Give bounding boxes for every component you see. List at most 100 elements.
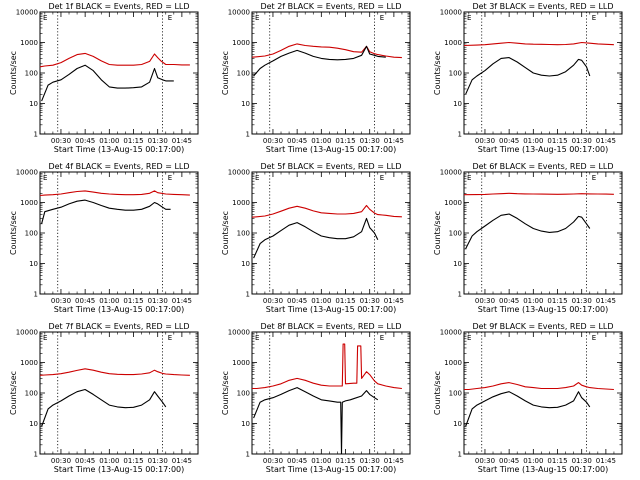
events-series-line <box>465 391 591 427</box>
lld-series-line <box>463 41 614 47</box>
y-tick-label: 100 <box>25 230 38 238</box>
y-tick-label: 10000 <box>440 329 462 337</box>
lld-series-line <box>39 190 190 197</box>
x-axis-label: Start Time (13-Aug-15 00:17:00) <box>478 465 609 474</box>
x-tick-label: 01:45 <box>596 297 616 305</box>
plot-frame <box>251 331 411 455</box>
y-tick-label: 10000 <box>228 169 250 177</box>
y-tick-label: 10000 <box>440 169 462 177</box>
x-tick-label: 00:30 <box>475 457 495 465</box>
lld-series-line <box>39 368 190 376</box>
x-tick-label: 00:30 <box>475 137 495 145</box>
events-series-line <box>41 199 171 224</box>
y-tick-label: 10 <box>29 260 38 268</box>
x-tick-label: 00:45 <box>75 297 95 305</box>
events-series-line <box>253 387 379 455</box>
bracket-mark: E <box>43 14 47 22</box>
y-tick-label: 1000 <box>20 199 38 207</box>
plot-frame <box>39 11 199 135</box>
y-tick-label: 10 <box>29 420 38 428</box>
x-tick-label: 01:00 <box>523 137 543 145</box>
panel-title: Det 2f BLACK = Events, RED = LLD <box>260 2 401 11</box>
y-axis-label: Counts/sec <box>9 51 18 95</box>
x-axis-label: Start Time (13-Aug-15 00:17:00) <box>54 145 185 154</box>
y-tick-label: 10000 <box>16 169 38 177</box>
detector-panel-6: Det 6f BLACK = Events, RED = LLD 1 10 100 10… <box>433 162 623 314</box>
y-tick-label: 100 <box>449 230 462 238</box>
x-tick-label: 01:15 <box>123 457 143 465</box>
x-tick-label: 00:45 <box>287 297 307 305</box>
plot-frame <box>463 331 623 455</box>
panel-title: Det 3f BLACK = Events, RED = LLD <box>472 2 613 11</box>
x-axis-label: Start Time (13-Aug-15 00:17:00) <box>54 465 185 474</box>
bracket-mark: E <box>467 334 471 342</box>
bracket-mark: E <box>467 14 471 22</box>
x-tick-label: 00:45 <box>287 457 307 465</box>
events-series-line <box>41 388 167 427</box>
lld-series-line <box>251 204 402 218</box>
y-tick-label: 10 <box>453 420 462 428</box>
x-tick-label: 00:45 <box>499 457 519 465</box>
y-tick-label: 1 <box>458 131 462 139</box>
lld-series-line <box>251 43 402 59</box>
events-series-line <box>253 45 386 77</box>
x-tick-label: 01:45 <box>172 457 192 465</box>
y-tick-label: 10000 <box>16 329 38 337</box>
x-axis-label: Start Time (13-Aug-15 00:17:00) <box>266 305 397 314</box>
x-tick-label: 01:00 <box>311 457 331 465</box>
y-tick-label: 1 <box>246 291 250 299</box>
x-tick-label: 01:15 <box>335 297 355 305</box>
bracket-mark: E <box>467 174 471 182</box>
bracket-mark: E <box>592 14 596 22</box>
x-tick-label: 00:45 <box>499 297 519 305</box>
x-tick-label: 00:30 <box>263 297 283 305</box>
detector-panel-2: Det 2f BLACK = Events, RED = LLD 1 10 100 10… <box>221 2 411 154</box>
events-series-line <box>41 64 174 102</box>
x-tick-label: 01:45 <box>384 137 404 145</box>
x-axis-label: Start Time (13-Aug-15 00:17:00) <box>266 145 397 154</box>
x-tick-label: 01:45 <box>384 457 404 465</box>
x-axis-label: Start Time (13-Aug-15 00:17:00) <box>54 305 185 314</box>
plot-frame <box>39 331 199 455</box>
x-tick-label: 01:00 <box>99 457 119 465</box>
x-tick-label: 01:30 <box>572 457 592 465</box>
x-tick-label: 01:00 <box>523 457 543 465</box>
x-tick-label: 01:30 <box>360 137 380 145</box>
y-tick-label: 10 <box>241 260 250 268</box>
x-tick-label: 01:15 <box>123 137 143 145</box>
y-axis-label: Counts/sec <box>221 51 230 95</box>
y-tick-label: 100 <box>25 390 38 398</box>
lld-series-line <box>252 343 402 390</box>
y-tick-label: 10000 <box>16 9 38 17</box>
x-tick-label: 01:00 <box>99 297 119 305</box>
y-axis-label: Counts/sec <box>433 51 442 95</box>
bracket-mark: E <box>43 174 47 182</box>
y-tick-label: 1 <box>34 451 38 459</box>
y-tick-label: 100 <box>449 390 462 398</box>
x-tick-label: 01:30 <box>360 457 380 465</box>
bracket-mark: E <box>380 174 384 182</box>
x-tick-label: 01:30 <box>148 137 168 145</box>
x-tick-label: 01:45 <box>384 297 404 305</box>
y-axis-label: Counts/sec <box>433 211 442 255</box>
y-tick-label: 1000 <box>444 359 462 367</box>
x-tick-label: 01:00 <box>311 137 331 145</box>
x-tick-label: 01:15 <box>547 457 567 465</box>
x-tick-label: 01:30 <box>148 457 168 465</box>
y-tick-label: 1000 <box>20 39 38 47</box>
x-tick-label: 01:15 <box>335 457 355 465</box>
y-tick-label: 100 <box>237 390 250 398</box>
bracket-mark: E <box>255 334 259 342</box>
bracket-mark: E <box>168 14 172 22</box>
x-tick-label: 01:15 <box>123 297 143 305</box>
x-axis-label: Start Time (13-Aug-15 00:17:00) <box>478 305 609 314</box>
panel-title: Det 5f BLACK = Events, RED = LLD <box>260 162 401 171</box>
detector-panel-9: Det 9f BLACK = Events, RED = LLD 1 10 100 10… <box>433 322 623 474</box>
bracket-mark: E <box>592 334 596 342</box>
x-tick-label: 01:30 <box>572 297 592 305</box>
y-tick-label: 10 <box>241 420 250 428</box>
x-tick-label: 01:00 <box>311 297 331 305</box>
lld-series-line <box>463 192 614 196</box>
plot-frame <box>463 171 623 295</box>
y-tick-label: 10 <box>241 100 250 108</box>
